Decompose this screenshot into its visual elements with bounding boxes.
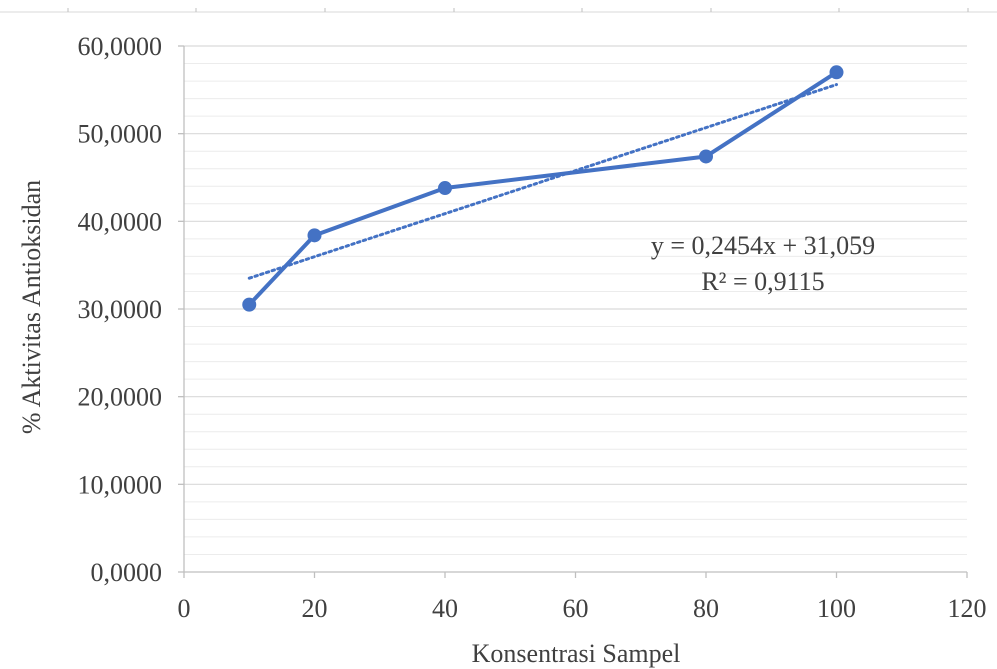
data-point [699, 149, 713, 164]
x-axis-title: Konsentrasi Sampel [472, 639, 681, 668]
x-tick-label: 80 [693, 594, 719, 623]
x-tick-label: 60 [563, 594, 589, 623]
trendline-equation: y = 0,2454x + 31,059 [651, 231, 875, 260]
y-tick-label: 10,0000 [78, 470, 163, 499]
y-tick-label: 0,0000 [91, 558, 163, 587]
y-tick-label: 40,0000 [78, 207, 163, 236]
axes [178, 45, 968, 578]
x-tick-label: 40 [432, 594, 458, 623]
trendline-r-squared: R² = 0,9115 [701, 267, 824, 296]
y-tick-labels: 0,0000 10,0000 20,0000 30,0000 40,0000 50,000… [78, 32, 163, 587]
data-point [829, 65, 844, 80]
y-tick-label: 30,0000 [78, 295, 163, 324]
data-point [242, 297, 257, 312]
trendline [247, 83, 838, 280]
y-tick-label: 20,0000 [78, 383, 163, 412]
x-tick-label: 100 [817, 594, 856, 623]
y-axis-title: % Aktivitas Antioksidan [17, 180, 46, 434]
x-tick-labels: 0 20 40 60 80 100 120 [178, 594, 987, 623]
trendline-path [247, 83, 838, 280]
top-border-ticks [0, 8, 997, 13]
data-point [307, 228, 322, 243]
major-gridlines [184, 45, 967, 485]
data-series [242, 65, 844, 312]
data-point [438, 181, 452, 196]
y-tick-label: 60,0000 [78, 32, 163, 61]
minor-gridlines [184, 63, 967, 555]
x-tick-label: 120 [948, 594, 987, 623]
x-tick-label: 0 [178, 594, 191, 623]
y-tick-label: 50,0000 [78, 120, 163, 149]
x-tick-label: 20 [302, 594, 328, 623]
